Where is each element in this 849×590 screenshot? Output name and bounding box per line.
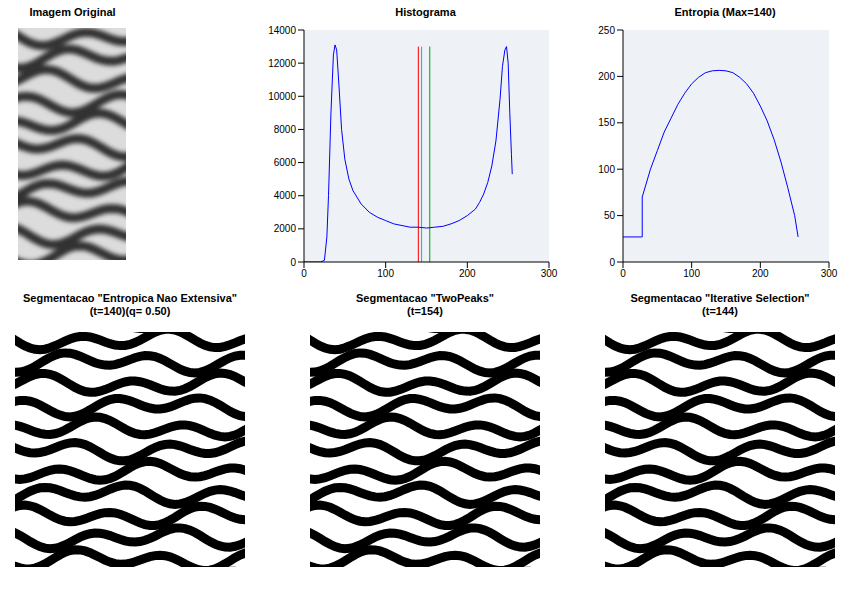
svg-text:100: 100: [683, 268, 700, 279]
svg-text:300: 300: [821, 268, 838, 279]
html-text:Histograma: Histograma: [395, 6, 456, 18]
svg-text:50: 50: [604, 210, 616, 221]
svg-text:0: 0: [609, 257, 615, 268]
svg-text:100: 100: [377, 268, 394, 279]
svg-text:0: 0: [290, 257, 296, 268]
html-text:Segmentacao "TwoPeaks": Segmentacao "TwoPeaks": [356, 292, 494, 304]
html-text:(t=154): (t=154): [407, 305, 443, 317]
html-text:Segmentacao "Entropica Nao Ext: Segmentacao "Entropica Nao Extensiva": [23, 292, 237, 304]
svg-text:200: 200: [752, 268, 769, 279]
svg-text:6000: 6000: [274, 157, 297, 168]
svg-text:4000: 4000: [274, 190, 297, 201]
svg-text:300: 300: [541, 268, 558, 279]
svg-text:14000: 14000: [268, 25, 296, 36]
svg-text:2000: 2000: [274, 223, 297, 234]
html-text:Entropia (Max=140): Entropia (Max=140): [674, 6, 776, 18]
svg-text:250: 250: [598, 25, 615, 36]
html-text:Segmentacao "Iterative Selecti: Segmentacao "Iterative Selection": [630, 292, 810, 304]
svg-text:8000: 8000: [274, 124, 297, 135]
svg-text:12000: 12000: [268, 58, 296, 69]
svg-text:100: 100: [598, 164, 615, 175]
html-text:Imagem Original: Imagem Original: [29, 6, 116, 18]
svg-text:10000: 10000: [268, 91, 296, 102]
svg-text:150: 150: [598, 117, 615, 128]
html-text:(t=140)(q= 0.50): (t=140)(q= 0.50): [89, 305, 171, 317]
svg-text:200: 200: [598, 71, 615, 82]
svg-text:0: 0: [301, 268, 307, 279]
svg-text:200: 200: [459, 268, 476, 279]
html-text:(t=144): (t=144): [702, 305, 738, 317]
svg-text:0: 0: [620, 268, 626, 279]
